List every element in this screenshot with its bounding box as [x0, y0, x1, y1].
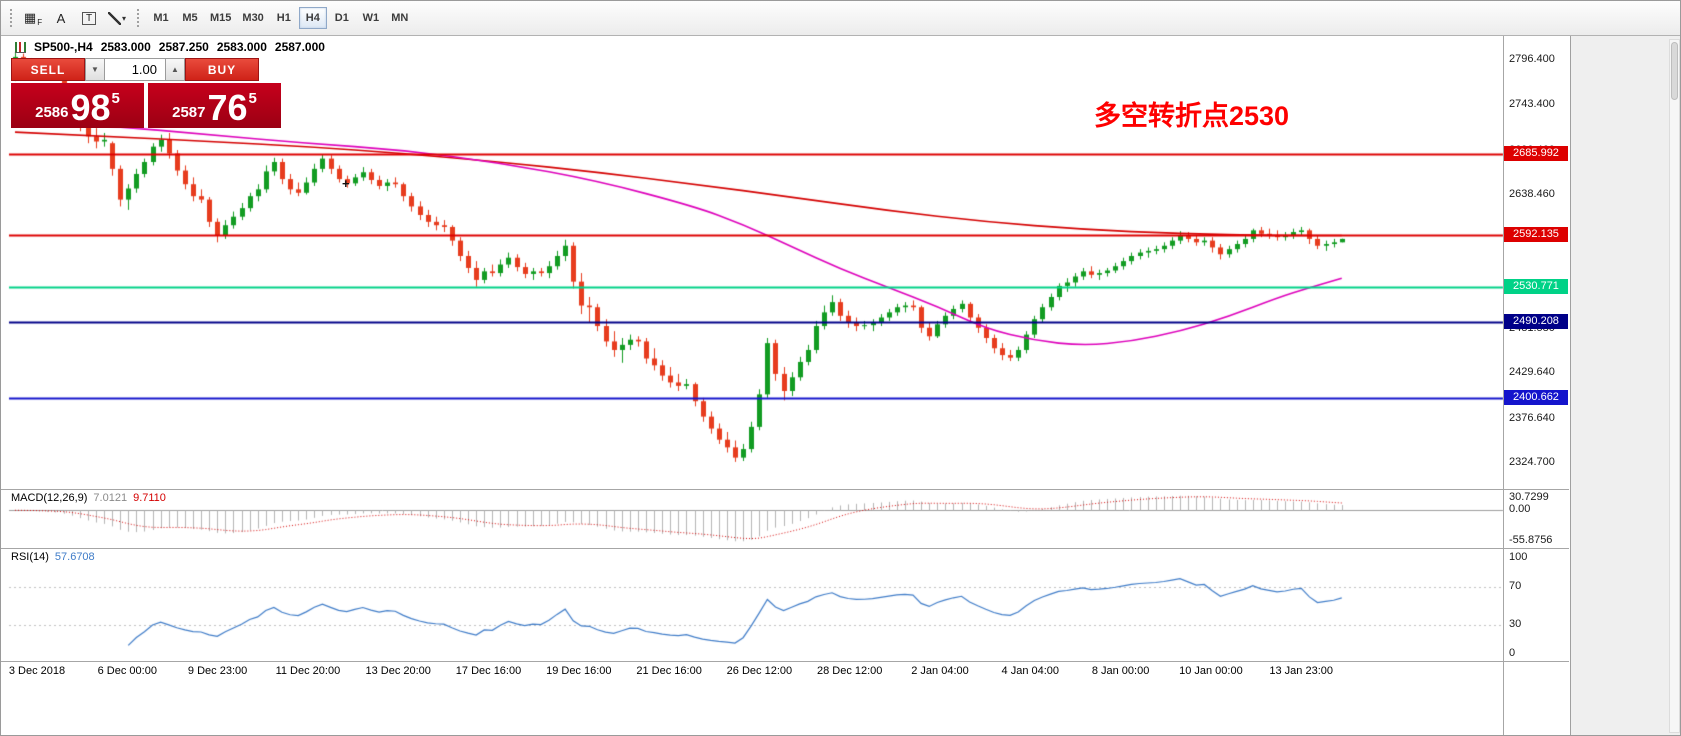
time-axis-border	[1, 661, 1569, 662]
sell-price-big: 98	[70, 87, 111, 128]
ohlc-low: 2583.000	[216, 40, 267, 54]
time-axis-label: 10 Jan 00:00	[1179, 665, 1243, 677]
sell-price-prefix: 2586	[35, 104, 69, 121]
price-axis-label: 2638.460	[1509, 187, 1555, 200]
time-axis-label: 17 Dec 16:00	[455, 665, 522, 677]
macd-name: MACD(12,26,9)	[11, 492, 88, 504]
rsi-axis-label: 0	[1509, 647, 1516, 659]
time-axis-label: 13 Dec 20:00	[365, 665, 431, 677]
text-t-icon: T	[81, 11, 97, 25]
rsi-axis-label: 70	[1509, 579, 1522, 592]
time-axis-label: 4 Jan 04:00	[1001, 665, 1060, 677]
macd-axis-max: 30.7299	[1509, 491, 1549, 503]
price-axis-label: 2743.400	[1509, 98, 1555, 111]
rsi-value: 57.6708	[54, 551, 95, 563]
time-axis-label: 3 Dec 2018	[8, 665, 66, 677]
rsi-indicator-label: RSI(14) 57.6708	[11, 551, 95, 563]
buy-price-prefix: 2587	[172, 104, 206, 121]
timeframe-h4[interactable]: H4	[298, 7, 327, 29]
trendline-icon	[107, 11, 121, 25]
price-axis-label: 2796.400	[1509, 53, 1555, 65]
timeframe-d1[interactable]: D1	[328, 7, 356, 29]
time-axis-label: 2 Jan 04:00	[911, 665, 969, 677]
volume-decrease-button[interactable]: ▼	[85, 58, 105, 81]
buy-price-big: 76	[207, 87, 248, 128]
ohlc-open: 2583.000	[100, 40, 151, 54]
buy-price-button[interactable]: 2587 76 5	[148, 83, 281, 128]
macd-axis-min: -55.8756	[1509, 534, 1553, 546]
pane-splitter[interactable]	[1, 548, 1569, 549]
vertical-scrollbar[interactable]	[1669, 39, 1680, 733]
buy-price-sup: 5	[248, 90, 257, 107]
price-axis-label: 2324.700	[1509, 456, 1555, 468]
time-axis-label: 13 Jan 23:00	[1269, 665, 1333, 677]
text-label-button[interactable]: T	[76, 6, 102, 30]
toolbar-grip[interactable]	[9, 8, 14, 28]
hline-price-tag-1: 2592.135	[1504, 226, 1568, 242]
chart-annotation: 多空转折点2530	[1094, 101, 1290, 131]
macd-main-value: 7.0121	[93, 492, 128, 504]
rsi-axis-label: 100	[1509, 551, 1528, 563]
price-axis-border	[1503, 36, 1504, 735]
line-tools-button[interactable]: ▾	[104, 6, 130, 30]
macd-signal-value: 9.7110	[133, 492, 166, 504]
time-axis-label: 6 Dec 00:00	[97, 665, 157, 677]
time-axis-label: 9 Dec 23:00	[187, 665, 248, 677]
text-annotation-button[interactable]: A	[48, 6, 74, 30]
timeframe-m15[interactable]: M15	[205, 7, 236, 29]
hline-price-tag-3: 2490.208	[1504, 313, 1568, 329]
toolbar-grip[interactable]	[136, 8, 141, 28]
hline-price-tag-2: 2530.771	[1504, 278, 1568, 294]
chart-title: SP500-,H4 2583.000 2587.250 2583.000 258…	[15, 40, 325, 54]
macd-axis-zero: 0.00	[1509, 503, 1531, 516]
text-a-icon: A	[56, 10, 66, 26]
time-axis-label: 11 Dec 20:00	[275, 665, 341, 677]
timeframe-toolbar: M1 M5 M15 M30 H1 H4 D1 W1 MN	[147, 7, 414, 29]
sell-price-button[interactable]: 2586 98 5	[11, 83, 144, 128]
price-axis-label: 2429.640	[1509, 366, 1555, 379]
hline-price-tag-4: 2400.662	[1504, 390, 1568, 406]
ohlc-close: 2587.000	[274, 40, 325, 54]
cross-marker-icon: +	[342, 176, 350, 191]
volume-input[interactable]	[105, 58, 165, 81]
timeframe-m5[interactable]: M5	[176, 7, 204, 29]
time-axis-label: 26 Dec 12:00	[726, 665, 793, 677]
timeframe-h1[interactable]: H1	[270, 7, 298, 29]
grid-tool-button[interactable]: ▦ F	[20, 6, 46, 30]
timeframe-mn[interactable]: MN	[386, 7, 414, 29]
right-dock-area	[1570, 36, 1680, 735]
grid-icon: ▦	[23, 10, 37, 25]
timeframe-m30[interactable]: M30	[237, 7, 268, 29]
rsi-axis-label: 30	[1509, 618, 1522, 631]
macd-indicator-label: MACD(12,26,9) 7.0121 9.7110	[11, 492, 166, 504]
time-axis-label: 8 Jan 00:00	[1091, 665, 1150, 677]
sell-button[interactable]: SELL	[11, 58, 85, 81]
time-axis-label: 19 Dec 16:00	[546, 665, 612, 677]
buy-button[interactable]: BUY	[185, 58, 259, 81]
time-axis-label: 28 Dec 12:00	[816, 665, 883, 677]
chart-icon	[15, 41, 26, 53]
timeframe-m1[interactable]: M1	[147, 7, 175, 29]
chart-workspace: SP500-,H4 2583.000 2587.250 2583.000 258…	[1, 36, 1680, 735]
sell-price-sup: 5	[111, 90, 120, 107]
volume-increase-button[interactable]: ▲	[165, 58, 185, 81]
price-chart-canvas[interactable]	[1, 36, 1569, 735]
rsi-name: RSI(14)	[11, 551, 49, 563]
ohlc-high: 2587.250	[158, 40, 209, 54]
scrollbar-thumb[interactable]	[1671, 42, 1678, 100]
grid-icon-sub: F	[37, 17, 43, 27]
price-axis-label: 2376.640	[1509, 411, 1555, 424]
chevron-down-icon: ▾	[121, 13, 126, 23]
main-toolbar: ▦ F A T ▾ M1 M5 M15 M30 H1 H4 D1 W1 MN	[1, 1, 1680, 36]
symbol-period-label: SP500-,H4	[34, 40, 93, 54]
hline-price-tag-0: 2685.992	[1504, 146, 1568, 162]
timeframe-w1[interactable]: W1	[357, 7, 385, 29]
pane-splitter[interactable]	[1, 489, 1569, 490]
time-axis-label: 21 Dec 16:00	[636, 665, 702, 677]
